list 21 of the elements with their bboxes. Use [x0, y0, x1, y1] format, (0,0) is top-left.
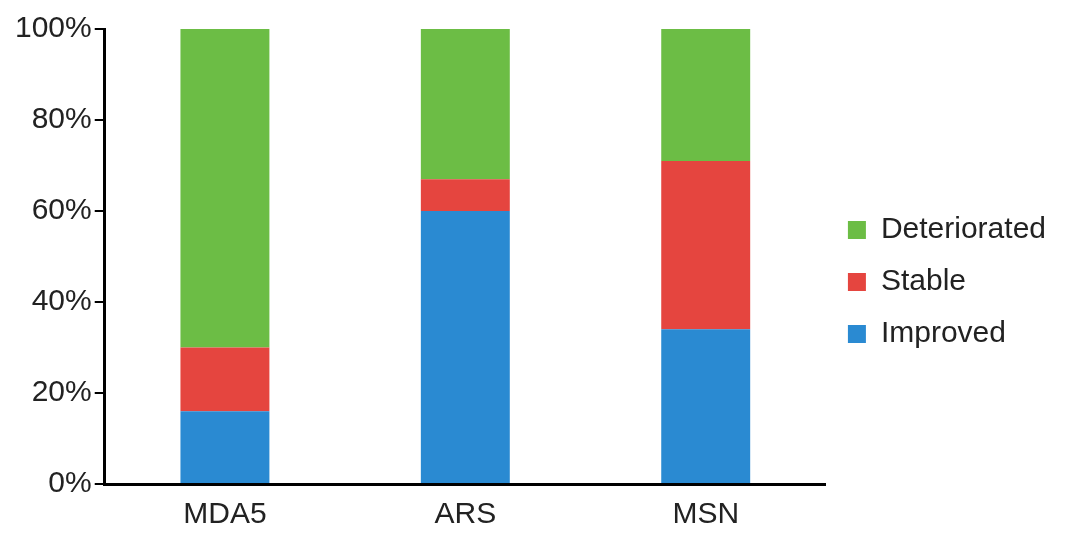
bar — [180, 347, 270, 412]
legend-label: Stable — [880, 263, 966, 297]
legend-label: Improved — [880, 315, 1006, 349]
x-tick-label: MDA5 — [183, 496, 267, 530]
bar — [180, 29, 270, 348]
y-tick-label: 0% — [48, 465, 92, 499]
y-tick-label: 80% — [31, 101, 92, 135]
y-tick-label: 20% — [31, 374, 92, 408]
x-tick-label: ARS — [434, 496, 497, 530]
legend-label: Deteriorated — [880, 211, 1047, 245]
x-tick-label: MSN — [672, 496, 740, 530]
bar — [661, 160, 751, 330]
y-tick-label: 60% — [31, 192, 92, 226]
bar — [180, 411, 270, 483]
bar — [420, 211, 510, 483]
bar — [420, 179, 510, 211]
bar — [420, 29, 510, 180]
bar — [661, 329, 751, 483]
y-tick-label: 40% — [31, 283, 92, 317]
y-tick-label: 100% — [14, 10, 92, 44]
bar — [661, 29, 751, 161]
